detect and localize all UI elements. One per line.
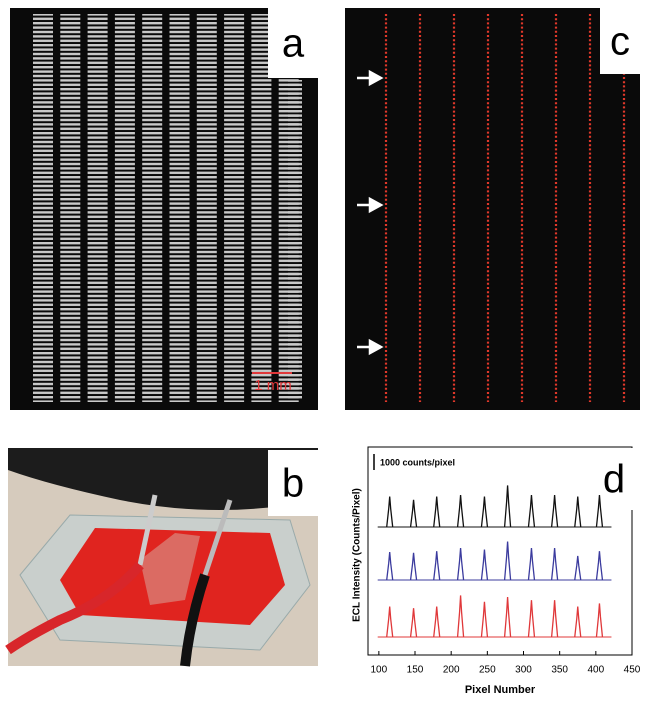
arrows — [357, 69, 384, 356]
scale-label: 1 mm — [254, 377, 292, 394]
peak — [480, 549, 489, 581]
peak — [386, 606, 394, 638]
peak — [595, 603, 604, 638]
peak — [550, 494, 559, 528]
peak — [456, 547, 465, 581]
x-tick-label: 250 — [479, 665, 496, 676]
x-tick-label: 150 — [407, 665, 424, 676]
stripe — [60, 14, 81, 402]
x-tick-label: 100 — [371, 665, 388, 676]
stripe — [224, 14, 245, 402]
stripe — [87, 14, 108, 402]
peak — [503, 596, 512, 638]
electrode — [140, 533, 200, 605]
panel-label: a — [282, 22, 305, 66]
stripe — [33, 14, 53, 402]
micrograph — [345, 8, 640, 410]
peak — [527, 494, 536, 528]
stripe — [288, 80, 302, 400]
x-tick-label: 200 — [443, 665, 460, 676]
peak — [409, 552, 418, 581]
panel-label: d — [603, 458, 625, 502]
label-box — [600, 8, 640, 74]
peak — [574, 606, 582, 638]
clip — [137, 494, 158, 566]
stripe — [114, 14, 135, 402]
stripe — [142, 14, 163, 402]
peak — [527, 600, 536, 638]
wire — [5, 561, 144, 655]
stripe — [251, 14, 272, 402]
panel-label: b — [282, 462, 304, 506]
label-box — [268, 8, 318, 78]
peak — [386, 496, 394, 528]
plot-frame — [367, 446, 633, 656]
panel-c: c — [345, 8, 640, 410]
panel-d: d ECL Intensity (Counts/Pixel) Pixel Num… — [352, 446, 641, 696]
y-axis-label: ECL Intensity (Counts/Pixel) — [352, 488, 363, 622]
stripe — [169, 14, 190, 402]
peak — [595, 551, 604, 581]
peak — [480, 601, 489, 638]
peak — [433, 606, 441, 638]
panel-b: b — [5, 448, 318, 667]
panel-a: a 1 mm — [10, 8, 318, 410]
peak — [456, 494, 465, 528]
x-tick-label: 300 — [515, 665, 532, 676]
clip — [202, 499, 233, 576]
dot-lines — [384, 14, 626, 402]
stripes — [33, 14, 302, 402]
wire — [180, 573, 210, 667]
peak — [550, 547, 559, 581]
peak — [503, 541, 512, 581]
label-box — [268, 450, 318, 516]
peak — [433, 496, 441, 528]
lamp — [8, 448, 318, 510]
x-tick-label: 450 — [624, 665, 641, 676]
peak — [433, 551, 441, 581]
peak — [409, 499, 418, 528]
peak — [574, 496, 582, 528]
peak — [480, 496, 489, 528]
stripe — [196, 14, 217, 402]
scale-label: 1000 counts/pixel — [380, 457, 455, 467]
peak — [456, 595, 465, 638]
peak — [574, 555, 582, 581]
peak — [409, 608, 418, 638]
panel-label: c — [610, 20, 630, 64]
peak — [595, 494, 604, 528]
peak — [527, 547, 536, 581]
x-tick-label: 350 — [551, 665, 568, 676]
x-axis-label: Pixel Number — [465, 684, 536, 696]
peak — [550, 600, 559, 638]
peak — [386, 551, 394, 581]
peak — [503, 485, 512, 528]
x-tick-label: 400 — [587, 665, 604, 676]
